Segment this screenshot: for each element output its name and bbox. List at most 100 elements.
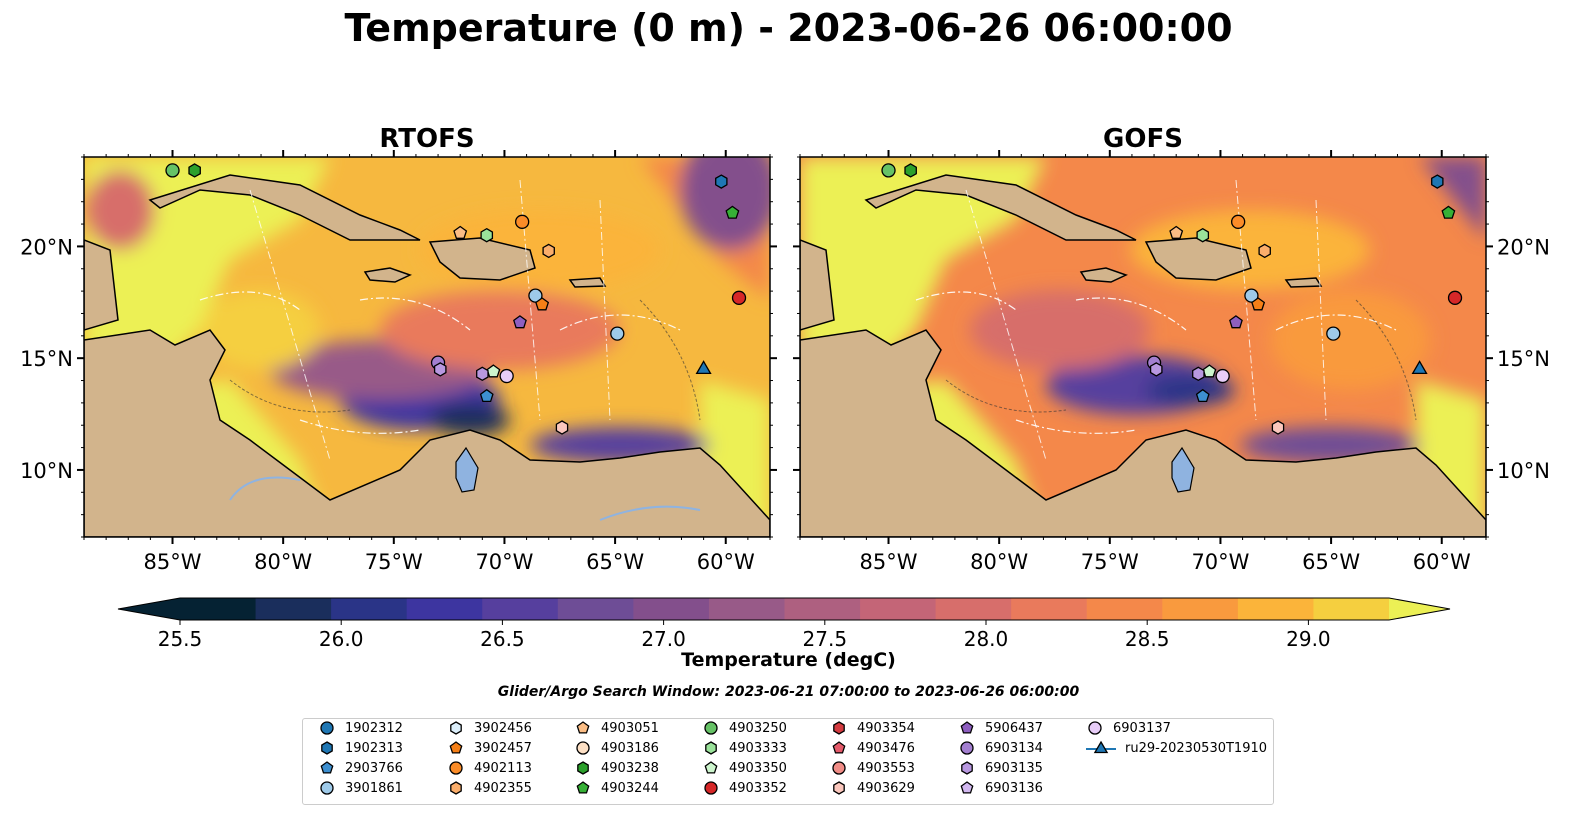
legend-item: 4903350 [701,758,787,778]
pentagon-marker-icon [832,741,846,754]
colorbar-tick-label: 29.0 [1286,627,1331,650]
legend-label: 4903250 [729,720,787,736]
circle-marker-icon [320,721,334,735]
legend-item: 4903250 [701,718,787,738]
x-tick-label: 85°W [860,550,918,574]
circle-marker-icon [704,781,718,795]
colorbar-extend-max [1389,598,1450,620]
float-marker-4902355 [1258,243,1271,259]
colorbar-segment [331,598,408,620]
float-marker-1902313 [1431,174,1444,189]
circle-marker-icon [576,741,590,755]
colorbar-segment [708,598,785,620]
colorbar-tick-label: 27.5 [803,627,848,650]
legend-item: 5906437 [957,718,1043,738]
float-marker-6903135 [1149,362,1163,377]
pentagon-marker-icon [960,781,974,794]
hexagon-marker-icon [833,781,845,795]
pentagon-marker-icon [576,781,590,794]
float-marker-3902457 [1251,297,1266,311]
legend-item: 4903629 [829,778,915,798]
x-tick-label: 65°W [1302,550,1360,574]
legend-label: 6903135 [985,760,1043,776]
float-marker-6903137 [499,368,514,384]
colorbar-segment [255,598,332,620]
float-marker-ru29-20230530T1910 [695,360,712,375]
float-marker-4903238 [904,163,917,178]
colorbar-tick-label: 25.5 [158,627,203,650]
legend-item: 4903476 [829,738,915,758]
colorbar-segment [406,598,483,620]
x-tick-label: 85°W [144,550,202,574]
float-marker-4903250 [165,163,180,178]
legend-item: ru29-20230530T1910 [1085,738,1267,758]
legend-item: 3902457 [446,738,532,758]
circle-marker-icon [704,721,718,735]
search-window-text: Glider/Argo Search Window: 2023-06-21 07… [497,684,1080,700]
legend: 1902312 1902313 2903766 3901861 3902456 39024… [302,718,1274,805]
float-marker-3902457 [535,297,550,311]
float-marker-4902113 [515,214,530,229]
pentagon-marker-icon [320,761,334,774]
legend-label: 4902113 [474,760,532,776]
x-tick-label: 70°W [475,550,533,574]
colorbar-segment [1011,598,1088,620]
legend-label: 4903244 [601,780,659,796]
colorbar-tick-label: 26.0 [319,627,364,650]
float-marker-2903766 [1195,388,1210,403]
legend-item: 4903352 [701,778,787,798]
colorbar-segment [935,598,1012,620]
colorbar-segment [860,598,937,620]
colorbar-label: Temperature (degC) [681,649,896,671]
float-marker-4903244 [725,205,740,219]
float-marker-5906437 [513,315,527,329]
legend-item: 4902113 [446,758,532,778]
float-marker-6903135 [476,366,489,382]
float-marker-4903629 [555,420,569,435]
map-rtofs [84,157,770,537]
pentagon-marker-icon [960,721,974,734]
float-marker-ru29-20230530T1910 [1411,360,1428,375]
colorbar-tick-label: 27.0 [641,627,686,650]
triangle-marker-icon [1086,740,1116,754]
float-marker-4902355 [542,243,555,259]
colorbar-segment [1237,598,1314,620]
float-marker-6903135 [1192,366,1205,382]
float-marker-4903629 [1271,420,1285,435]
legend-item: 6903136 [957,778,1043,798]
float-marker-4903238 [188,163,201,178]
colorbar-tick-label: 28.0 [964,627,1009,650]
colorbar-segment [1313,598,1390,620]
hexagon-marker-icon [450,721,462,735]
legend-item: 4903244 [573,778,659,798]
float-marker-3901861 [1326,326,1341,341]
colorbar-segment [180,598,257,620]
float-marker-3901861 [610,326,625,341]
circle-marker-icon [320,781,334,795]
legend-label: 4903553 [857,760,915,776]
legend-label: 3902456 [474,720,532,736]
float-marker-4903051 [453,225,468,239]
circle-marker-icon [960,741,974,755]
float-marker-5906437 [1229,315,1243,329]
float-marker-4903244 [1441,205,1456,219]
legend-item: 4902355 [446,778,532,798]
legend-item: 4903238 [573,758,659,778]
legend-item: 2903766 [317,758,403,778]
legend-label: 4903051 [601,720,659,736]
legend-item: 6903135 [957,758,1043,778]
legend-label: 1902313 [345,740,403,756]
y-tick-label: 15°N [20,347,73,371]
pentagon-marker-icon [704,761,718,774]
float-marker-4903352 [1447,290,1463,305]
x-tick-label: 60°W [1413,550,1471,574]
circle-marker-icon [832,761,846,775]
circle-marker-icon [1088,721,1102,735]
float-marker-6903135 [433,362,447,377]
legend-label: 4903352 [729,780,787,796]
legend-label: ru29-20230530T1910 [1125,740,1268,756]
colorbar-tick-label: 26.5 [480,627,525,650]
float-marker-4903350 [1202,364,1217,378]
colorbar-segment [784,598,861,620]
float-marker-4903333 [1196,227,1210,243]
